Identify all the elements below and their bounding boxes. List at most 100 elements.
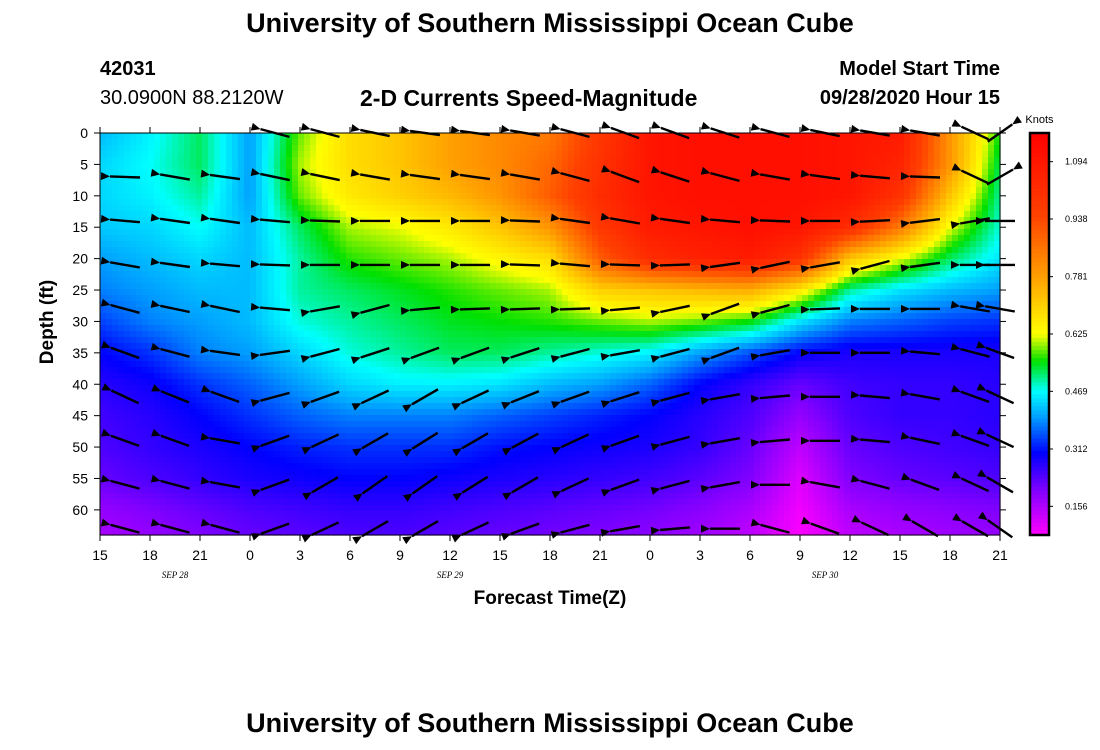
heatmap-cell <box>418 325 425 332</box>
heatmap-cell <box>742 265 749 272</box>
heatmap-cell <box>238 319 245 326</box>
heatmap-cell <box>718 319 725 326</box>
heatmap-cell <box>952 319 959 326</box>
heatmap-cell <box>112 235 119 242</box>
heatmap-cell <box>478 181 485 188</box>
heatmap-cell <box>736 145 743 152</box>
heatmap-cell <box>382 151 389 158</box>
heatmap-cell <box>274 151 281 158</box>
heatmap-cell <box>832 187 839 194</box>
heatmap-cell <box>412 289 419 296</box>
heatmap-cell <box>952 271 959 278</box>
heatmap-cell <box>364 283 371 290</box>
heatmap-cell <box>382 169 389 176</box>
heatmap-cell <box>844 277 851 284</box>
heatmap-cell <box>724 319 731 326</box>
heatmap-cell <box>940 319 947 326</box>
heatmap-cell <box>490 229 497 236</box>
heatmap-cell <box>382 229 389 236</box>
heatmap-cell <box>874 265 881 272</box>
heatmap-cell <box>904 157 911 164</box>
heatmap-cell <box>322 307 329 314</box>
heatmap-cell <box>868 259 875 266</box>
heatmap-cell <box>766 181 773 188</box>
heatmap-cell <box>112 283 119 290</box>
heatmap-cell <box>244 271 251 278</box>
heatmap-cell <box>274 235 281 242</box>
heatmap-cell <box>190 241 197 248</box>
heatmap-cell <box>802 145 809 152</box>
heatmap-cell <box>100 181 107 188</box>
heatmap-cell <box>688 211 695 218</box>
heatmap-cell <box>958 229 965 236</box>
heatmap-cell <box>958 301 965 308</box>
heatmap-cell <box>118 187 125 194</box>
heatmap-cell <box>184 247 191 254</box>
heatmap-cell <box>274 163 281 170</box>
heatmap-cell <box>226 205 233 212</box>
heatmap-cell <box>844 265 851 272</box>
heatmap-cell <box>220 223 227 230</box>
heatmap-cell <box>250 283 257 290</box>
heatmap-cell <box>472 289 479 296</box>
heatmap-cell <box>814 163 821 170</box>
heatmap-cell <box>316 175 323 182</box>
heatmap-cell <box>394 169 401 176</box>
heatmap-cell <box>274 319 281 326</box>
heatmap-cell <box>316 247 323 254</box>
heatmap-cell <box>400 295 407 302</box>
heatmap-cell <box>286 217 293 224</box>
heatmap-cell <box>460 301 467 308</box>
heatmap-cell <box>736 265 743 272</box>
heatmap-cell <box>772 295 779 302</box>
heatmap-cell <box>592 139 599 146</box>
heatmap-cell <box>238 217 245 224</box>
heatmap-cell <box>352 277 359 284</box>
heatmap-cell <box>190 319 197 326</box>
heatmap-cell <box>988 199 995 206</box>
heatmap-cell <box>364 163 371 170</box>
heatmap-cell <box>496 163 503 170</box>
heatmap-cell <box>172 283 179 290</box>
heatmap-cell <box>898 235 905 242</box>
heatmap-cell <box>154 157 161 164</box>
heatmap-cell <box>310 241 317 248</box>
heatmap-cell <box>358 229 365 236</box>
heatmap-cell <box>724 247 731 254</box>
heatmap-cell <box>652 211 659 218</box>
heatmap-cell <box>736 241 743 248</box>
heatmap-cell <box>418 139 425 146</box>
heatmap-cell <box>844 205 851 212</box>
heatmap-cell <box>160 331 167 338</box>
heatmap-cell <box>856 151 863 158</box>
heatmap-cell <box>136 319 143 326</box>
heatmap-cell <box>688 199 695 206</box>
heatmap-cell <box>238 253 245 260</box>
heatmap-cell <box>724 133 731 140</box>
heatmap-cell <box>886 151 893 158</box>
heatmap-cell <box>244 229 251 236</box>
heatmap-cell <box>232 313 239 320</box>
heatmap-cell <box>916 289 923 296</box>
heatmap-cell <box>478 193 485 200</box>
heatmap-cell <box>190 163 197 170</box>
heatmap-cell <box>178 313 185 320</box>
heatmap-cell <box>388 139 395 146</box>
heatmap-cell <box>868 289 875 296</box>
heatmap-cell <box>556 211 563 218</box>
heatmap-cell <box>814 235 821 242</box>
heatmap-cell <box>166 163 173 170</box>
heatmap-cell <box>202 241 209 248</box>
heatmap-cell <box>142 277 149 284</box>
heatmap-cell <box>820 289 827 296</box>
heatmap-cell <box>856 163 863 170</box>
heatmap-cell <box>652 151 659 158</box>
heatmap-cell <box>550 193 557 200</box>
heatmap-cell <box>772 145 779 152</box>
heatmap-cell <box>250 181 257 188</box>
heatmap-cell <box>550 241 557 248</box>
heatmap-cell <box>220 157 227 164</box>
heatmap-cell <box>802 235 809 242</box>
heatmap-cell <box>844 139 851 146</box>
heatmap-cell <box>568 241 575 248</box>
